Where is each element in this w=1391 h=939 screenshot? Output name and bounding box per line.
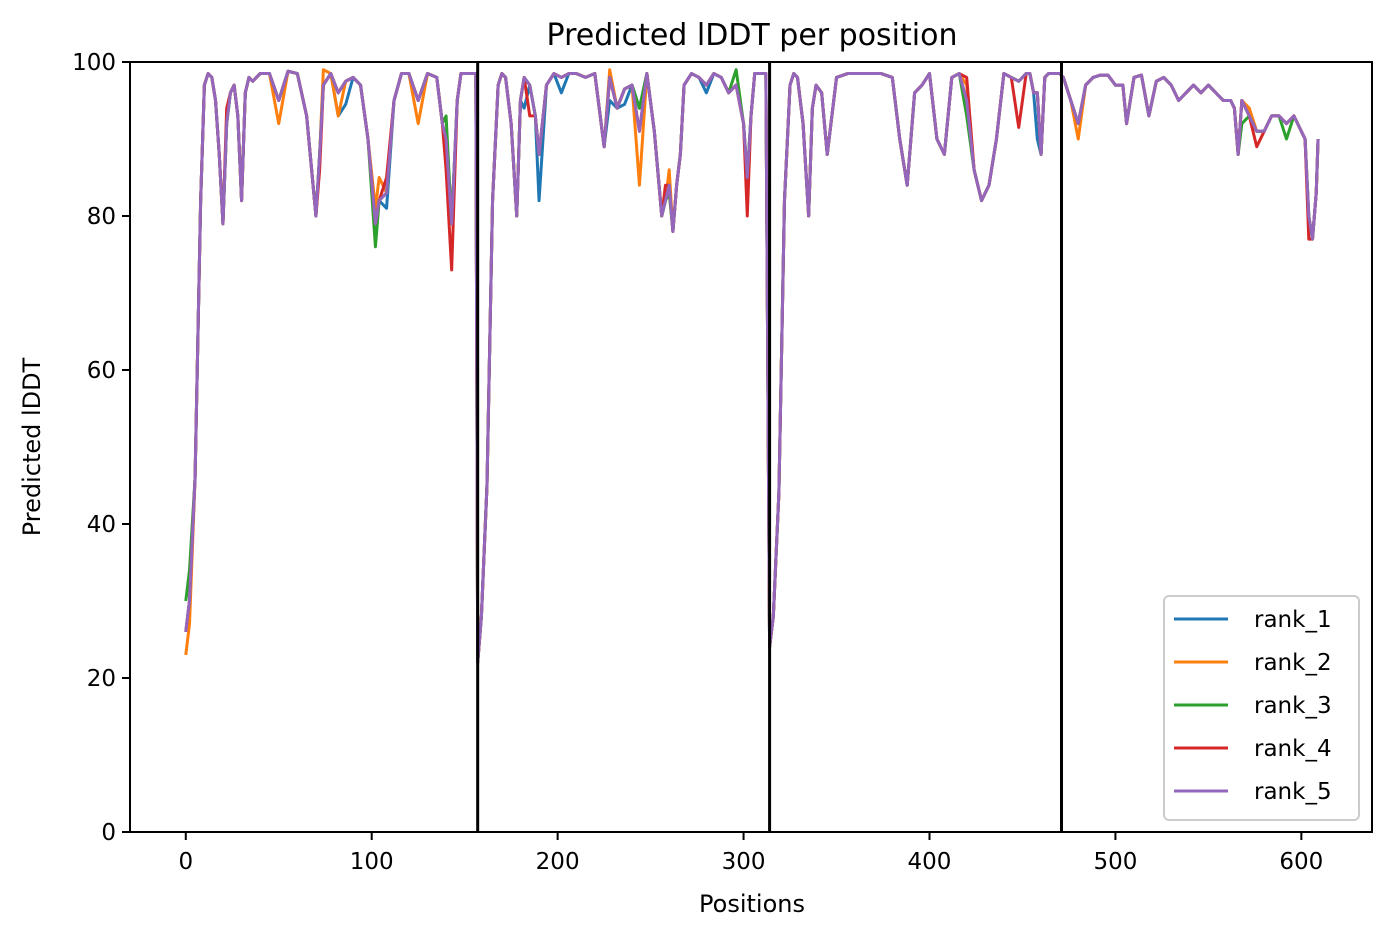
x-tick-label: 500	[1093, 849, 1137, 875]
legend-box	[1163, 595, 1360, 821]
series-line-rank_1	[184, 69, 1320, 665]
x-axis-label: Positions	[699, 890, 805, 918]
legend-label-rank_3: rank_3	[1254, 693, 1332, 719]
x-tick-label: 600	[1279, 849, 1323, 875]
legend-label-rank_2: rank_2	[1254, 650, 1332, 676]
x-tick-label: 0	[178, 849, 193, 875]
legend-label-rank_4: rank_4	[1254, 736, 1332, 762]
legend-label-rank_1: rank_1	[1254, 607, 1332, 633]
x-axis: 0 100 200 300 400 500 600	[178, 832, 1323, 875]
series-line-rank_4	[184, 69, 1320, 665]
y-tick-label: 40	[87, 512, 116, 538]
y-tick-label: 20	[87, 666, 116, 692]
series-line-rank_2	[184, 68, 1320, 665]
y-tick-label: 0	[101, 820, 116, 846]
x-tick-label: 400	[908, 849, 952, 875]
chart-title: Predicted lDDT per position	[547, 18, 958, 53]
x-tick-label: 300	[722, 849, 766, 875]
x-tick-label: 200	[536, 849, 580, 875]
legend-label-rank_5: rank_5	[1254, 779, 1332, 805]
y-axis: 0 20 40 60 80 100	[72, 50, 130, 846]
plot-area-frame	[129, 61, 1373, 833]
chart-legend: rank_1 rank_2 rank_3 rank_4 rank_5	[1163, 595, 1360, 821]
series-line-rank_5	[184, 69, 1320, 665]
y-tick-label: 80	[87, 204, 116, 230]
series-line-rank_3	[184, 68, 1320, 665]
x-tick-label: 100	[350, 849, 394, 875]
y-tick-label: 60	[87, 358, 116, 384]
y-axis-label: Predicted lDDT	[18, 357, 46, 536]
y-tick-label: 100	[72, 50, 116, 76]
